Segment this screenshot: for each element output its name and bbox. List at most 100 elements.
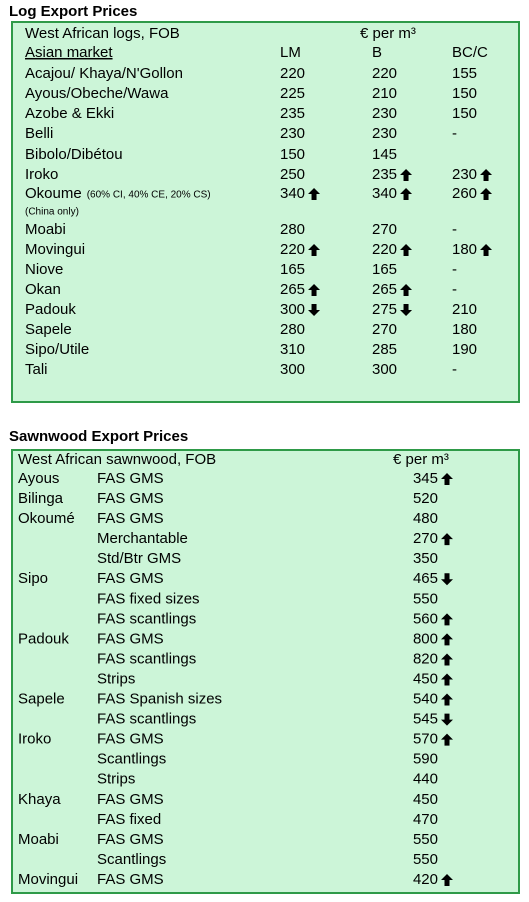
arrow-up [308, 244, 321, 256]
arrow-up [480, 188, 493, 200]
price: 450 [413, 791, 438, 808]
table-header: West African sawnwood, FOB [18, 451, 216, 468]
price: 800 [413, 630, 438, 647]
species-name: Padouk [25, 301, 76, 318]
species-name: Moabi [25, 221, 66, 238]
arrow-down [308, 304, 321, 316]
arrow-down [400, 304, 413, 316]
price: 220 [280, 65, 305, 82]
log-table-box [11, 21, 520, 403]
price: 300 [280, 361, 305, 378]
price: 235 [372, 166, 397, 183]
arrow-up [441, 633, 453, 646]
species-name: Tali [25, 361, 48, 378]
arrow-up [441, 673, 453, 686]
grade: FAS GMS [97, 731, 164, 748]
grade: FAS GMS [97, 490, 164, 507]
price: 280 [280, 321, 305, 338]
species-name: Ayous [18, 470, 59, 487]
species-name: Bibolo/Dibétou [25, 146, 123, 163]
price: 300 [280, 301, 305, 318]
price: 260 [452, 185, 477, 202]
arrow-up [441, 473, 453, 485]
price: 180 [452, 241, 477, 258]
price: 145 [372, 146, 397, 163]
arrow-up [308, 188, 321, 200]
grade: FAS GMS [97, 831, 164, 848]
grade: FAS GMS [97, 570, 164, 587]
species-name: Okoumé [18, 510, 75, 527]
species-name: Sapele [18, 691, 65, 708]
arrow-up [441, 733, 453, 746]
price: 550 [413, 851, 438, 868]
price: 230 [280, 125, 305, 142]
grade: FAS scantlings [97, 610, 196, 627]
species-name: Iroko [25, 166, 58, 183]
price: 590 [413, 751, 438, 768]
arrow-up [441, 693, 453, 706]
price: 450 [413, 670, 438, 687]
species-name: Sipo/Utile [25, 341, 89, 358]
price: 230 [372, 125, 397, 142]
arrow-up [480, 244, 493, 256]
arrow-up [308, 284, 321, 296]
price: 250 [280, 166, 305, 183]
price: 220 [280, 241, 305, 258]
species-name: Movingui [25, 241, 85, 258]
arrow-up [441, 533, 453, 546]
price: 270 [413, 530, 438, 547]
species-name: Okoume [25, 185, 82, 202]
price: 165 [372, 261, 397, 278]
price: 150 [452, 105, 477, 122]
price: 300 [372, 361, 397, 378]
arrow-up [400, 284, 413, 296]
section-title: Log Export Prices [9, 3, 137, 20]
grade: FAS GMS [97, 791, 164, 808]
arrow-up [400, 169, 413, 181]
arrow-up [441, 613, 453, 626]
grade: FAS GMS [97, 470, 164, 487]
grade: Strips [97, 670, 135, 687]
arrow-down [441, 573, 453, 586]
species-name: Acajou/ Khaya/N'Gollon [25, 65, 183, 82]
price: 340 [280, 185, 305, 202]
species-name: Bilinga [18, 490, 64, 507]
price: 540 [413, 691, 438, 708]
price: 550 [413, 590, 438, 607]
table-header: West African logs, FOB [25, 25, 180, 42]
price: 265 [372, 281, 397, 298]
arrow-down [441, 713, 453, 726]
grade: FAS GMS [97, 510, 164, 527]
price: 820 [413, 650, 438, 667]
grade: FAS scantlings [97, 650, 196, 667]
column-header: B [372, 44, 382, 61]
price: 230 [372, 105, 397, 122]
price: 210 [452, 301, 477, 318]
price: 570 [413, 731, 438, 748]
price: 470 [413, 811, 438, 828]
price: 180 [452, 321, 477, 338]
grade: FAS fixed [97, 811, 161, 828]
species-name: Okan [25, 281, 61, 298]
column-header: Asian market [25, 44, 113, 61]
grade: Scantlings [97, 751, 166, 768]
price: 280 [280, 221, 305, 238]
price: 285 [372, 341, 397, 358]
arrow-up [400, 244, 413, 256]
species-name: Iroko [18, 731, 51, 748]
species-name: Niove [25, 261, 63, 278]
unit-header: € per m³ [393, 451, 449, 468]
arrow-up [400, 188, 413, 200]
column-header: BC/C [452, 44, 488, 61]
price: 165 [280, 261, 305, 278]
price: 150 [280, 146, 305, 163]
grade: Std/Btr GMS [97, 550, 181, 567]
price: 345 [413, 470, 438, 487]
grade: Strips [97, 771, 135, 788]
species-name: Belli [25, 125, 53, 142]
sawn-table-box [11, 449, 520, 894]
species-name: Azobe & Ekki [25, 105, 114, 122]
price: 420 [413, 871, 438, 888]
price: 220 [372, 65, 397, 82]
